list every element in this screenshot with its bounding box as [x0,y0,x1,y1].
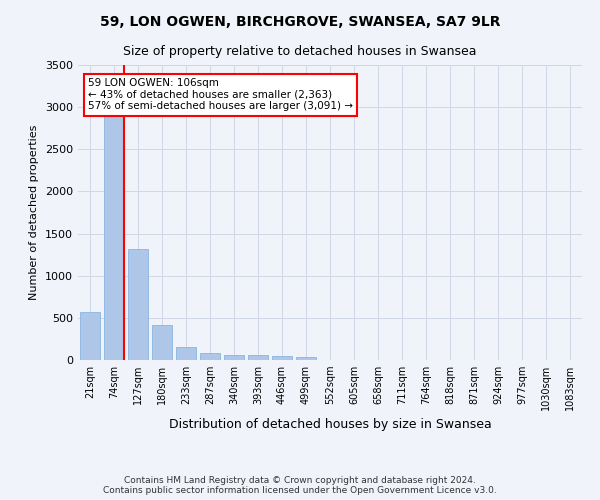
Bar [128,248,148,360]
Bar [176,347,196,360]
Bar [80,312,100,360]
Bar [152,325,172,360]
Bar [200,354,220,360]
Bar [272,356,292,360]
Bar [296,356,316,360]
Text: Size of property relative to detached houses in Swansea: Size of property relative to detached ho… [123,45,477,58]
X-axis label: Distribution of detached houses by size in Swansea: Distribution of detached houses by size … [169,418,491,432]
Y-axis label: Number of detached properties: Number of detached properties [29,125,40,300]
Bar [224,355,244,360]
Text: Contains HM Land Registry data © Crown copyright and database right 2024.
Contai: Contains HM Land Registry data © Crown c… [103,476,497,495]
Bar [248,356,268,360]
Text: 59 LON OGWEN: 106sqm
← 43% of detached houses are smaller (2,363)
57% of semi-de: 59 LON OGWEN: 106sqm ← 43% of detached h… [88,78,353,112]
Bar [104,116,124,360]
Text: 59, LON OGWEN, BIRCHGROVE, SWANSEA, SA7 9LR: 59, LON OGWEN, BIRCHGROVE, SWANSEA, SA7 … [100,15,500,29]
